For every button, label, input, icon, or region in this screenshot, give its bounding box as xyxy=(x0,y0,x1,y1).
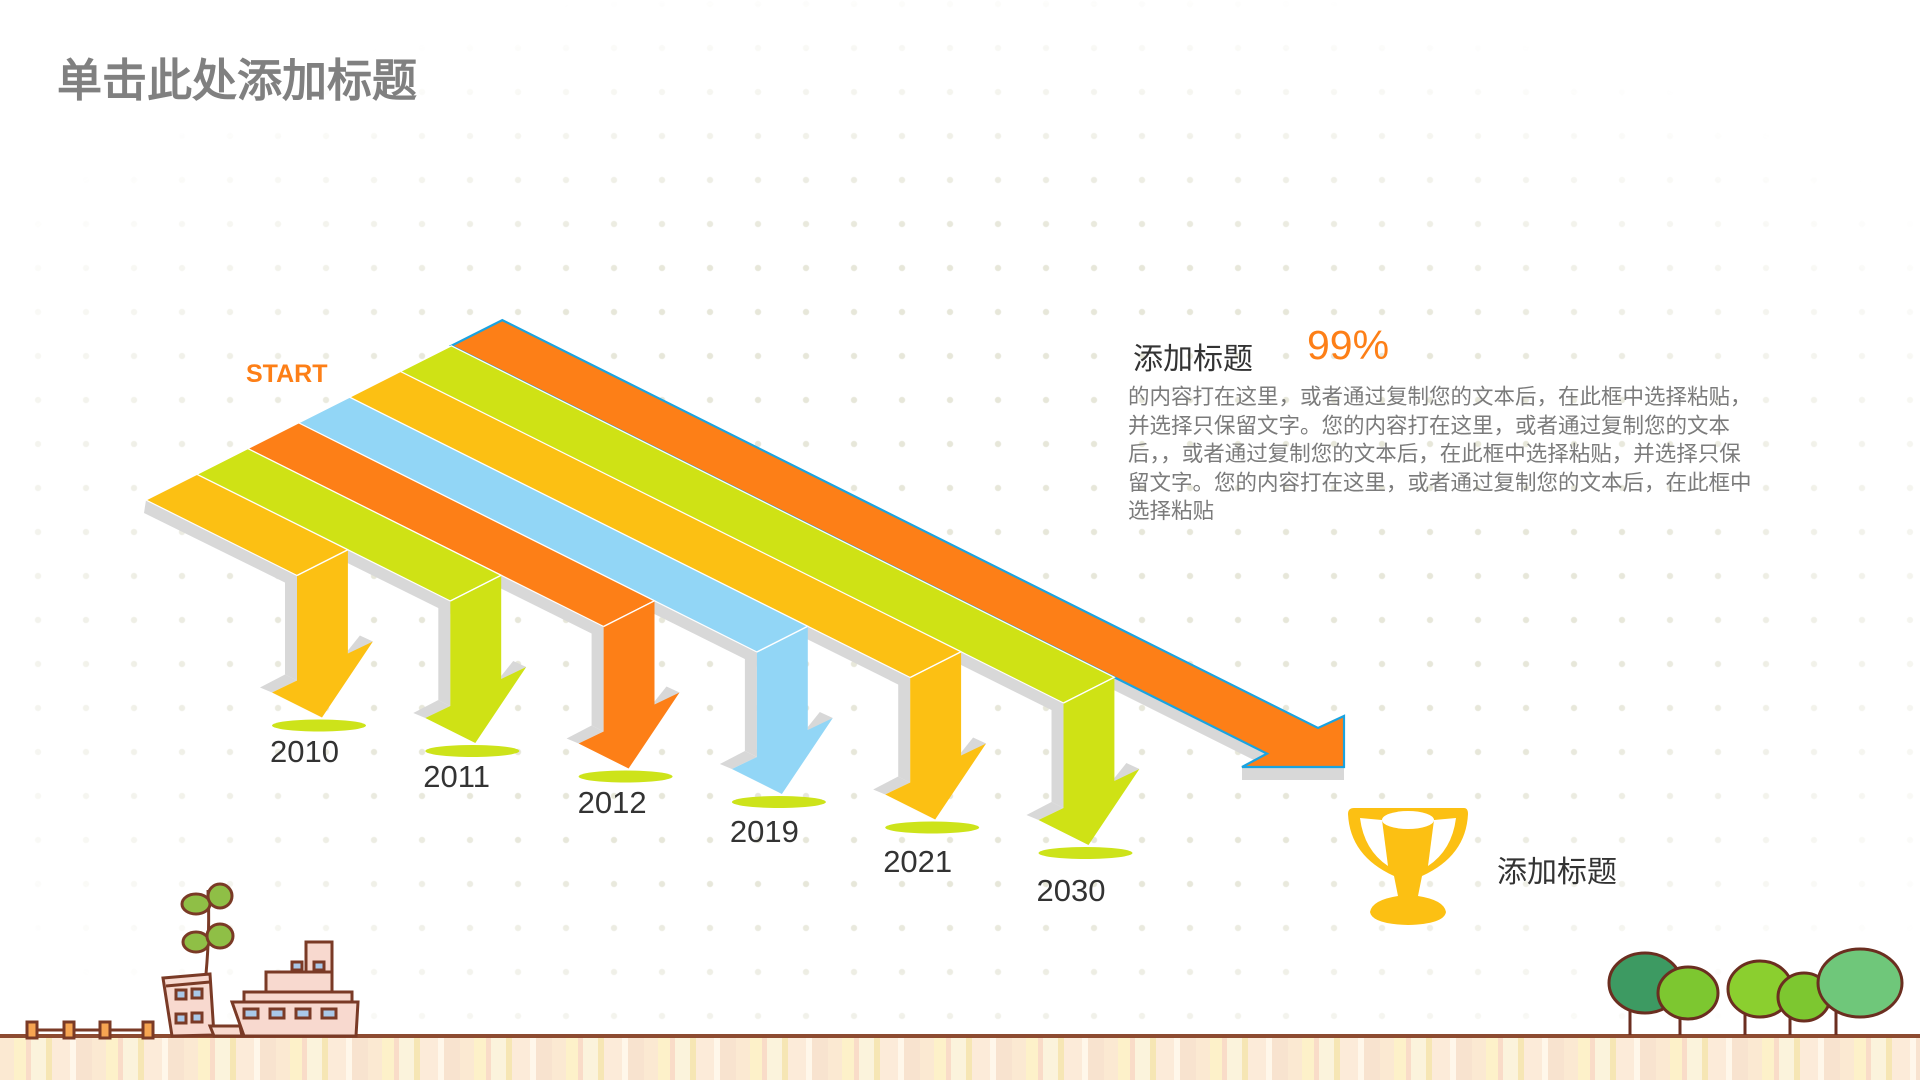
trophy-icon xyxy=(1348,808,1468,925)
fence-building-ship-illustration xyxy=(25,882,360,1040)
info-body-line: 留文字。您的内容打在这里，或者通过复制您的文本后，在此框中 xyxy=(1128,470,1752,496)
info-percent: 99% xyxy=(1307,322,1390,368)
start-label: START xyxy=(246,360,328,388)
year-label-2010[interactable]: 2010 xyxy=(270,733,339,769)
goal-label[interactable]: 添加标题 xyxy=(1497,855,1617,890)
year-label-2019[interactable]: 2019 xyxy=(729,814,799,849)
info-body-line: 的内容打在这里，或者通过复制您的文本后，在此框中选择粘贴， xyxy=(1128,385,1752,410)
info-body-text[interactable]: 的内容打在这里，或者通过复制您的文本后，在此框中选择粘贴， 并选择只保留文字。您… xyxy=(1128,384,1828,527)
tree-cluster-illustration xyxy=(1607,947,1904,1035)
year-label-2021[interactable]: 2021 xyxy=(883,843,953,879)
info-body-line: 后，，或者通过复制您的文本后，在此框中选择粘贴，并选择只保 xyxy=(1128,442,1741,468)
year-label-2011[interactable]: 2011 xyxy=(423,759,490,794)
info-body-line: 选择粘贴 xyxy=(1128,499,1215,525)
ground-line xyxy=(0,1034,1920,1039)
info-body-line: 并选择只保留文字。您的内容打在这里，或者通过复制您的文本 xyxy=(1128,413,1731,439)
info-title[interactable]: 添加标题 xyxy=(1133,342,1253,377)
year-label-2030[interactable]: 2030 xyxy=(1036,873,1106,908)
year-label-2012[interactable]: 2012 xyxy=(577,784,647,820)
page-title[interactable]: 单击此处添加标题 xyxy=(57,54,418,107)
striped-ground xyxy=(0,1038,1920,1080)
